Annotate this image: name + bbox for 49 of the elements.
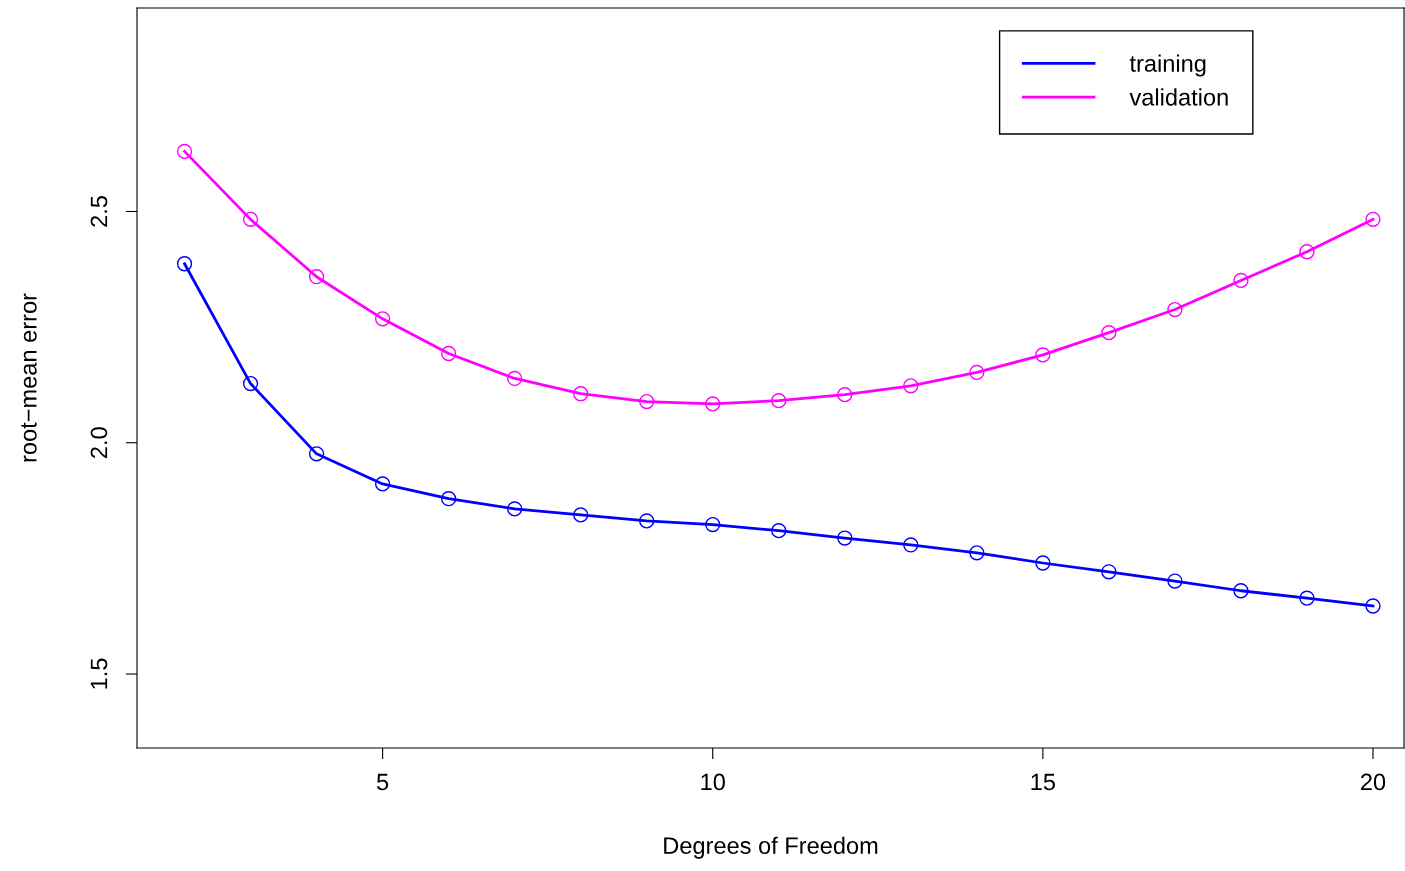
y-tick-label: 2.0	[90, 427, 108, 458]
point	[308, 446, 325, 462]
point	[308, 269, 325, 285]
point	[242, 375, 259, 392]
point	[969, 545, 985, 561]
point	[1035, 347, 1051, 363]
point	[242, 211, 259, 228]
point	[639, 393, 655, 410]
point	[705, 396, 721, 412]
point	[507, 370, 523, 387]
point	[440, 345, 457, 362]
x-tick-label: 20	[1361, 773, 1386, 791]
y-tick-label: 1.5	[90, 658, 108, 689]
point	[374, 476, 391, 492]
point	[1035, 555, 1051, 571]
point	[1365, 598, 1381, 614]
y-tick-label: 2.5	[90, 196, 108, 227]
point	[1101, 325, 1117, 341]
point	[1299, 590, 1315, 606]
point	[1167, 301, 1183, 318]
point	[1101, 564, 1117, 580]
point	[969, 364, 985, 381]
point	[1167, 573, 1183, 589]
point	[903, 537, 919, 553]
point	[705, 516, 721, 533]
point	[176, 143, 193, 160]
point	[1233, 583, 1249, 599]
x-axis-title: Degrees of Freedom	[664, 836, 878, 859]
point	[1233, 272, 1249, 289]
point	[507, 501, 523, 517]
x-tick-label: 15	[1031, 773, 1055, 791]
point	[374, 311, 391, 327]
point	[771, 522, 787, 539]
point	[639, 513, 655, 529]
legend-label: validation	[1129, 88, 1228, 106]
point	[573, 386, 589, 402]
x-tick-label: 5	[376, 773, 389, 791]
point	[1299, 244, 1315, 260]
point	[771, 393, 787, 409]
point	[837, 530, 853, 546]
point	[1365, 211, 1381, 228]
point	[903, 378, 919, 394]
point	[176, 256, 193, 272]
point	[573, 507, 589, 523]
legend-label: training	[1129, 54, 1206, 77]
y-axis-title: root−mean error	[21, 293, 37, 462]
point	[837, 387, 853, 403]
x-tick-label: 10	[701, 773, 725, 791]
point	[440, 491, 457, 507]
